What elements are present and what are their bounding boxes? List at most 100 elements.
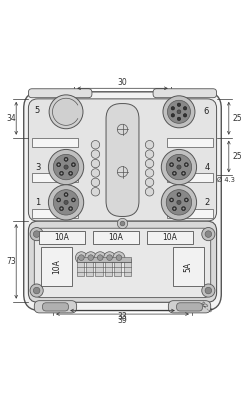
FancyBboxPatch shape: [28, 221, 217, 302]
Circle shape: [177, 200, 181, 204]
Circle shape: [88, 255, 94, 260]
FancyBboxPatch shape: [168, 301, 211, 313]
Text: R2.3: R2.3: [199, 301, 213, 314]
Circle shape: [64, 165, 68, 169]
Circle shape: [58, 199, 60, 201]
Circle shape: [173, 172, 175, 174]
Circle shape: [145, 188, 154, 196]
Circle shape: [173, 208, 175, 210]
Circle shape: [178, 194, 180, 196]
FancyBboxPatch shape: [106, 104, 139, 216]
Circle shape: [183, 114, 187, 117]
Circle shape: [65, 158, 67, 160]
Bar: [167, 138, 213, 147]
Text: 34: 34: [7, 114, 16, 123]
Circle shape: [178, 158, 180, 160]
Circle shape: [161, 150, 196, 185]
Circle shape: [70, 172, 72, 174]
Circle shape: [185, 164, 187, 166]
Circle shape: [91, 150, 100, 158]
Circle shape: [91, 159, 100, 168]
Circle shape: [177, 103, 181, 106]
Circle shape: [64, 192, 68, 197]
Bar: [39, 230, 85, 244]
Circle shape: [145, 169, 154, 177]
Circle shape: [205, 287, 212, 294]
Bar: [124, 259, 131, 276]
FancyBboxPatch shape: [153, 89, 217, 98]
Circle shape: [97, 255, 103, 260]
Bar: [32, 138, 78, 147]
Text: 2: 2: [205, 198, 210, 207]
Text: 6: 6: [203, 107, 208, 116]
Circle shape: [64, 200, 68, 204]
Bar: [77, 259, 84, 276]
Circle shape: [91, 178, 100, 186]
Bar: [167, 174, 213, 182]
Circle shape: [69, 171, 73, 175]
Circle shape: [30, 228, 43, 241]
Bar: [86, 259, 93, 276]
Circle shape: [171, 164, 172, 166]
Circle shape: [91, 188, 100, 196]
Circle shape: [33, 231, 40, 237]
Text: 33: 33: [118, 312, 127, 322]
Circle shape: [177, 157, 181, 161]
Text: 1: 1: [35, 198, 40, 207]
Circle shape: [166, 154, 192, 180]
Bar: [77, 257, 131, 262]
Circle shape: [167, 100, 190, 123]
Bar: [167, 209, 213, 218]
Circle shape: [182, 171, 185, 175]
FancyBboxPatch shape: [24, 92, 221, 310]
Circle shape: [49, 95, 83, 129]
FancyBboxPatch shape: [28, 99, 217, 221]
Text: 3: 3: [35, 162, 40, 172]
Circle shape: [104, 252, 115, 264]
Circle shape: [58, 164, 60, 166]
Bar: [32, 174, 78, 182]
Circle shape: [177, 117, 181, 120]
Circle shape: [73, 164, 74, 166]
Circle shape: [91, 140, 100, 149]
Circle shape: [145, 159, 154, 168]
Circle shape: [185, 199, 187, 201]
Circle shape: [166, 190, 192, 215]
Circle shape: [177, 165, 181, 169]
Circle shape: [184, 198, 188, 202]
Circle shape: [202, 228, 215, 241]
Circle shape: [177, 110, 181, 114]
Circle shape: [183, 172, 184, 174]
Circle shape: [94, 252, 106, 264]
Circle shape: [184, 163, 188, 167]
Text: 10A: 10A: [163, 233, 178, 242]
FancyBboxPatch shape: [28, 89, 92, 98]
Circle shape: [53, 154, 79, 180]
Circle shape: [170, 198, 174, 202]
Circle shape: [177, 192, 181, 197]
Circle shape: [57, 198, 61, 202]
FancyBboxPatch shape: [43, 303, 68, 311]
FancyBboxPatch shape: [34, 228, 211, 298]
Circle shape: [53, 190, 79, 215]
Circle shape: [75, 252, 87, 264]
Text: 30: 30: [118, 78, 127, 87]
Circle shape: [183, 106, 187, 110]
Text: 10A: 10A: [54, 233, 69, 242]
Text: 39: 39: [118, 316, 127, 325]
Text: 25: 25: [233, 114, 242, 123]
Circle shape: [170, 163, 174, 167]
Bar: [147, 230, 193, 244]
FancyBboxPatch shape: [34, 301, 77, 313]
Bar: [93, 230, 139, 244]
Circle shape: [172, 171, 176, 175]
Bar: [173, 247, 204, 286]
Circle shape: [171, 114, 175, 117]
Circle shape: [71, 163, 75, 167]
Circle shape: [70, 208, 72, 210]
Circle shape: [113, 252, 125, 264]
Bar: [96, 259, 102, 276]
Circle shape: [205, 231, 212, 237]
Circle shape: [116, 255, 122, 260]
Text: 25: 25: [233, 152, 242, 161]
